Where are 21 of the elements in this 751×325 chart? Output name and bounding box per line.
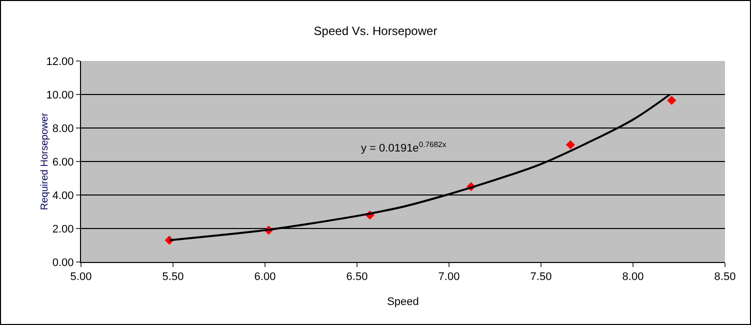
- y-axis-title: Required Horsepower: [39, 112, 50, 210]
- y-tick-label: 4.00: [52, 190, 74, 202]
- x-tick-label: 5.50: [162, 271, 184, 284]
- y-tick-label: 0.00: [52, 256, 74, 269]
- y-tick-label: 6.00: [52, 156, 74, 168]
- point: [667, 96, 676, 105]
- chart-title: Speed Vs. Horsepower: [314, 24, 438, 38]
- x-tick-label: 7.50: [530, 271, 552, 284]
- x-axis-title: Speed: [387, 296, 419, 308]
- point: [566, 140, 575, 150]
- x-tick-label: 6.50: [346, 271, 368, 284]
- x-tick-label: 8.00: [622, 271, 644, 284]
- y-tick-label: 10.00: [46, 89, 74, 102]
- x-tick-label: 6.00: [254, 271, 276, 284]
- annotation: y = 0.0191e$^{0.7682x}$: [361, 140, 446, 155]
- x-tick-label: 7.00: [438, 271, 460, 284]
- x-tick-label: 5.00: [70, 271, 92, 284]
- x-tick-label: 8.50: [714, 271, 736, 284]
- y-tick-label: 8.00: [52, 122, 74, 135]
- y-tick-label: 12.00: [46, 56, 74, 68]
- y-tick-label: 2.00: [52, 223, 74, 236]
